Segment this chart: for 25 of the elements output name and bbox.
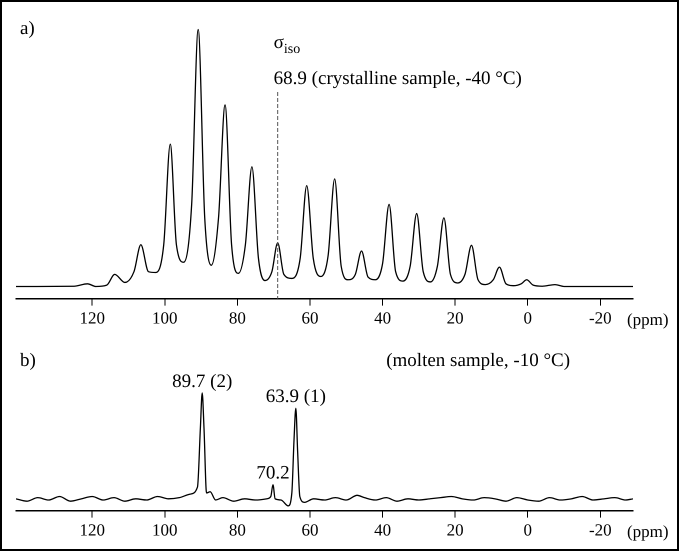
x-tick-label: 100 [152,520,178,540]
x-axis-title: (ppm) [627,522,669,542]
x-tick-label: -20 [589,520,612,540]
x-axis-title: (ppm) [627,310,669,330]
text: b) [20,350,36,371]
x-tick-label: 100 [152,308,178,328]
annotation: 89.7 (2) [172,370,232,392]
x-tick-label: 60 [301,520,318,540]
x-tick-label: 80 [228,308,246,328]
x-tick-label: 80 [228,520,246,540]
annotation: 68.9 (crystalline sample, -40 °C) [274,68,522,89]
x-tick-label: 0 [523,308,532,328]
annotation: 63.9 (1) [266,386,326,408]
x-tick-label: 60 [301,308,318,328]
x-tick-label: -20 [589,308,612,328]
x-tick-label: 0 [523,520,532,540]
x-tick-label: 120 [79,520,105,540]
x-tick-label: 40 [374,520,392,540]
x-tick-label: 120 [79,308,105,328]
text: (molten sample, -10 °C) [386,350,570,371]
x-tick-label: 20 [446,520,464,540]
annotation: 70.2 [256,462,290,484]
x-tick-label: 40 [374,308,392,328]
x-tick-label: 20 [446,308,464,328]
annotation: a) [20,18,35,39]
